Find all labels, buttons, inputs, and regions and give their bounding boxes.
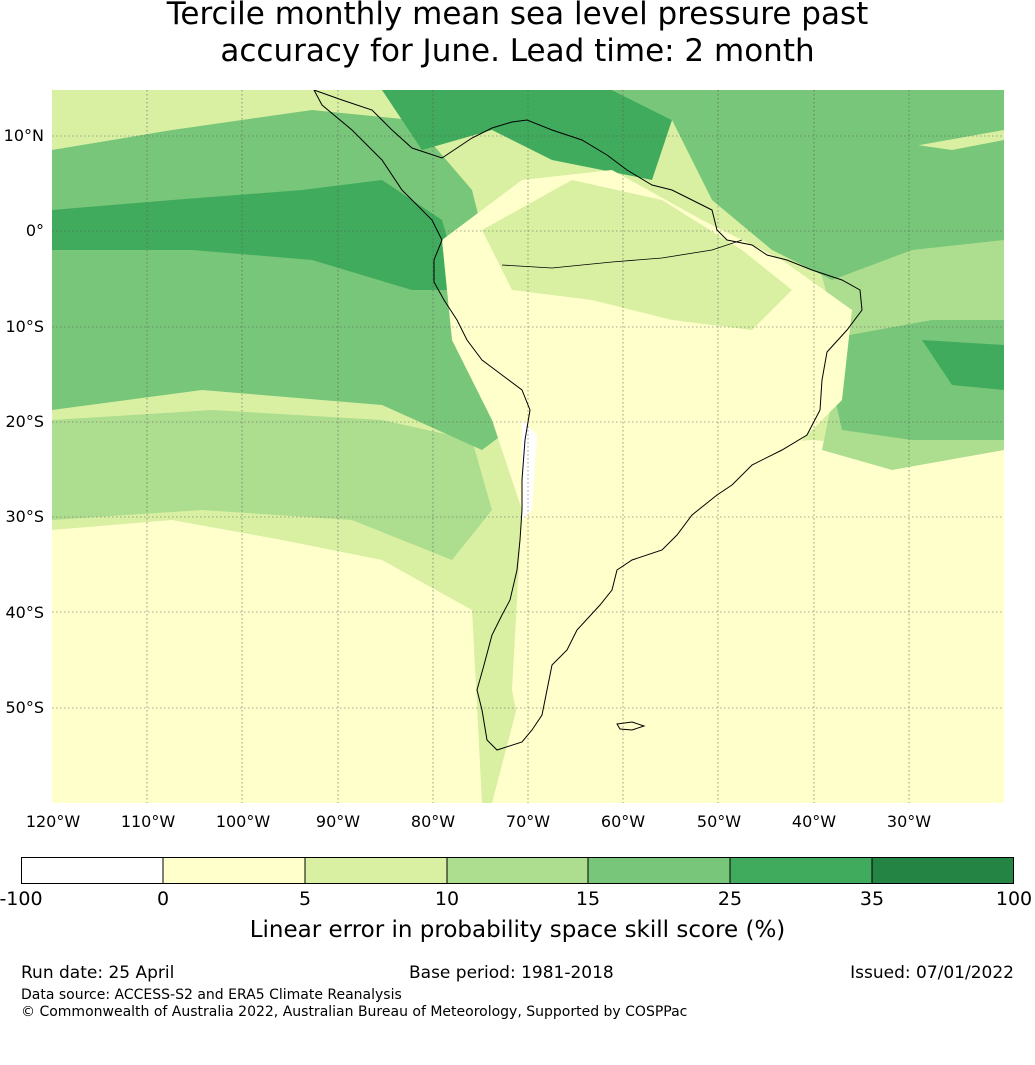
lat-label-10n: 10°N (3, 126, 44, 145)
colorbar (21, 857, 1014, 884)
run-date: Run date: 25 April (21, 963, 175, 983)
lon-label-100w: 100°W (215, 812, 271, 831)
field-equatorial-pacific (52, 180, 462, 290)
field-andes-white (522, 420, 537, 520)
colorbar-bin-15-25 (588, 857, 730, 884)
colorbar-bin-0-5 (163, 857, 305, 884)
colorbar-tick-100: 100 (995, 888, 1033, 910)
title-line-2: accuracy for June. Lead time: 2 month (220, 33, 815, 69)
lon-label-70w: 70°W (505, 812, 551, 831)
colorbar-tick-15: 15 (575, 888, 601, 910)
field-caribbean-north (612, 90, 1004, 150)
field-south-atlantic-core (922, 340, 1004, 390)
colorbar-tick-10: 10 (434, 888, 460, 910)
field-south-light (52, 520, 482, 803)
colorbar-tick-25: 25 (717, 888, 743, 910)
colorbar-tick-5: 5 (298, 888, 312, 910)
lon-label-90w: 90°W (315, 812, 361, 831)
map-title: Tercile monthly mean sea level pressure … (0, 0, 1035, 70)
lat-label-20s: 20°S (5, 412, 44, 431)
coastline-falklands (616, 721, 646, 731)
title-line-1: Tercile monthly mean sea level pressure … (166, 0, 869, 32)
lat-label-10s: 10°S (5, 317, 44, 336)
lat-label-40s: 40°S (5, 603, 44, 622)
colorbar-tick-minus100: -100 (0, 888, 43, 910)
lon-label-40w: 40°W (791, 812, 837, 831)
skill-map-canvas (52, 90, 1004, 803)
lon-label-30w: 30°W (886, 812, 932, 831)
issued-date: Issued: 07/01/2022 (850, 963, 1014, 983)
lon-label-120w: 120°W (25, 812, 81, 831)
colorbar-tick-35: 35 (859, 888, 885, 910)
data-source: Data source: ACCESS-S2 and ERA5 Climate … (21, 987, 402, 1003)
lon-label-80w: 80°W (410, 812, 456, 831)
lon-label-110w: 110°W (120, 812, 176, 831)
copyright: © Commonwealth of Australia 2022, Austra… (21, 1004, 688, 1020)
colorbar-bin-5-10 (305, 857, 447, 884)
colorbar-bin-neg (21, 857, 163, 884)
colorbar-bin-35-100 (872, 857, 1014, 884)
graticule (52, 90, 1004, 803)
skill-map (52, 90, 1004, 803)
coastline-amazon-river (501, 239, 743, 269)
colorbar-label: Linear error in probability space skill … (249, 917, 786, 943)
lat-label-30s: 30°S (5, 507, 44, 526)
lon-label-60w: 60°W (600, 812, 646, 831)
field-mid-band (52, 410, 492, 560)
colorbar-tick-0: 0 (156, 888, 170, 910)
colorbar-bin-10-15 (447, 857, 588, 884)
field-tropical-atlantic (672, 120, 1004, 280)
base-period: Base period: 1981-2018 (409, 963, 614, 983)
colorbar-bin-25-35 (730, 857, 872, 884)
lat-label-0: 0° (25, 221, 44, 240)
coastline-south-america (313, 90, 863, 751)
lon-label-50w: 50°W (696, 812, 742, 831)
lat-label-50s: 50°S (5, 698, 44, 717)
field-continent-amazon (482, 180, 792, 330)
field-caribbean (382, 90, 672, 180)
